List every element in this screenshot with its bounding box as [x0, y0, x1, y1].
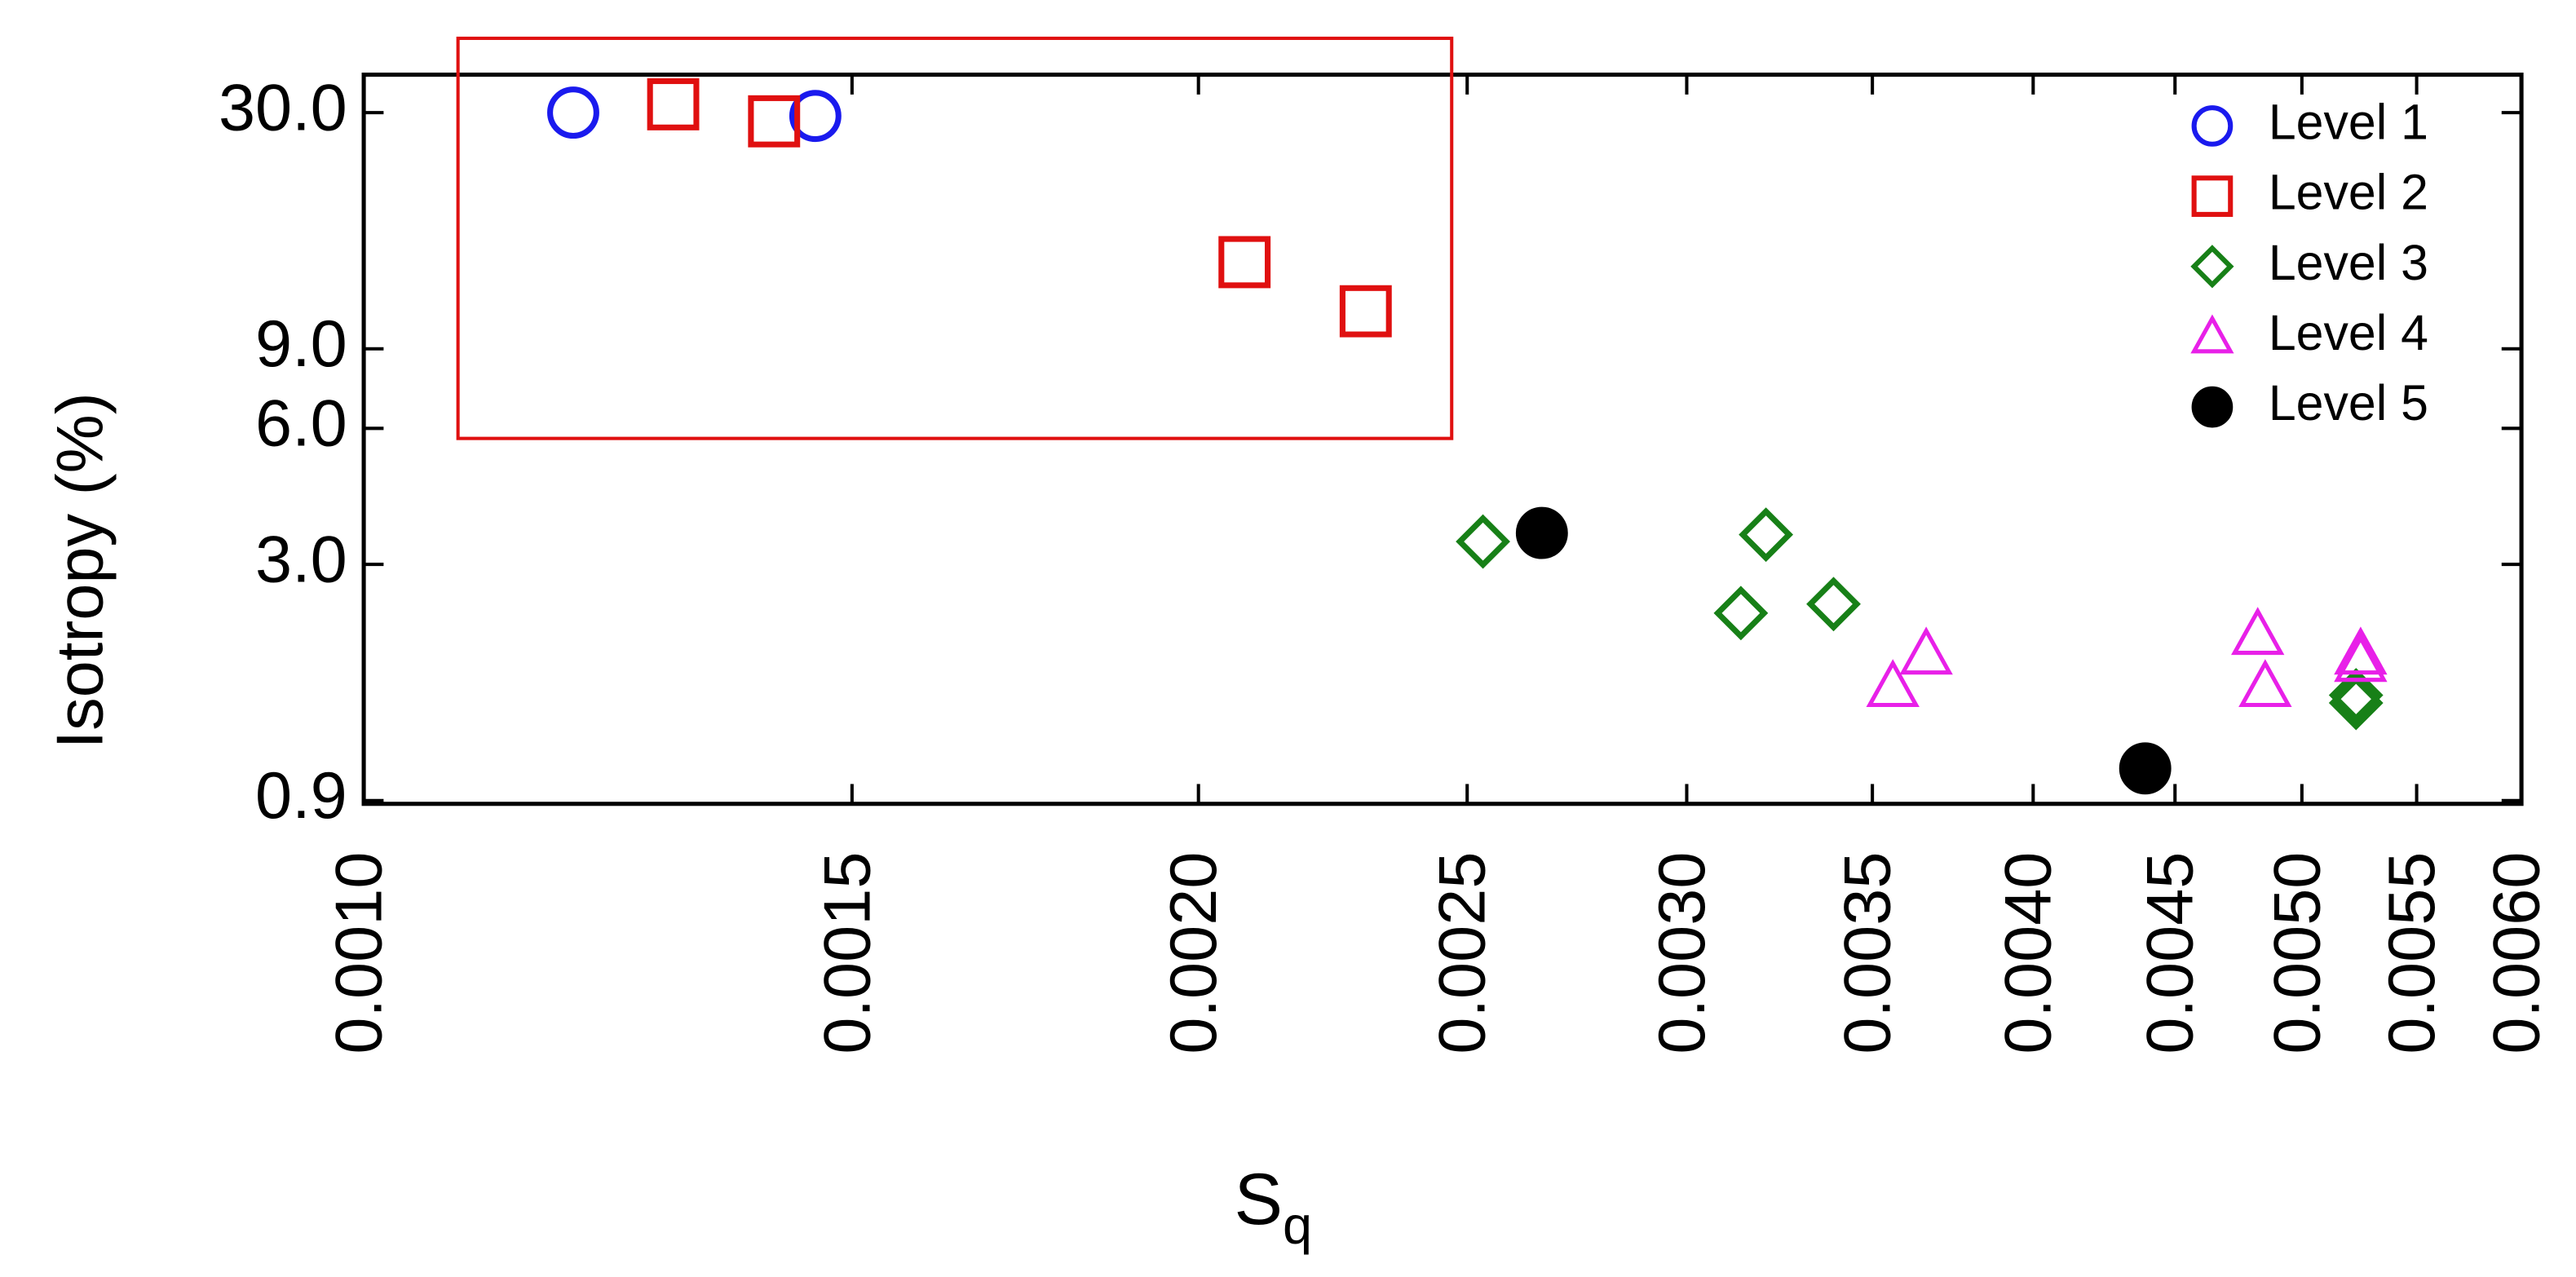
x-tick-label: 0.0020 [1157, 852, 1231, 1054]
legend-label: Level 1 [2269, 95, 2428, 150]
x-tick-label: 0.0030 [1646, 852, 1719, 1054]
legend-label: Level 3 [2269, 235, 2428, 290]
marker-diamond [1739, 507, 1794, 563]
marker-circle [547, 86, 599, 139]
y-axis-label: Isotropy (%) [44, 392, 117, 749]
x-tick-label: 0.0010 [322, 852, 395, 1054]
marker-triangle [2334, 634, 2388, 683]
marker-triangle [2238, 659, 2292, 708]
marker-diamond [1713, 585, 1769, 641]
y-tick-label: 30.0 [219, 72, 347, 145]
plot-frame [361, 73, 2524, 806]
marker-triangle [1899, 626, 1953, 675]
highlight-box [456, 36, 1454, 440]
marker-square [647, 77, 700, 130]
marker-triangle [2231, 607, 2285, 656]
marker-diamond [2190, 245, 2234, 289]
marker-square [748, 95, 801, 148]
marker-diamond [1806, 577, 1861, 632]
y-tick-label: 0.9 [255, 759, 347, 833]
marker-square [1218, 236, 1271, 289]
x-tick-label: 0.0060 [2481, 852, 2554, 1054]
marker-triangle [2334, 626, 2388, 675]
marker-triangle [1866, 659, 1920, 708]
y-tick-label: 6.0 [255, 387, 347, 461]
x-tick-label: 0.0035 [1831, 852, 1905, 1054]
x-tick-label: 0.0050 [2260, 852, 2334, 1054]
marker-square [1339, 285, 1392, 338]
x-tick-label: 0.0045 [2134, 852, 2207, 1054]
x-tick-label: 0.0025 [1426, 852, 1500, 1054]
marker-diamond [2328, 668, 2384, 722]
y-tick-label: 9.0 [255, 307, 347, 381]
marker-dot [1515, 506, 1568, 559]
legend-label: Level 4 [2269, 305, 2428, 360]
x-tick-label: 0.0040 [1992, 852, 2066, 1054]
x-axis-label-main: S [1234, 1158, 1283, 1239]
marker-dot [2119, 742, 2172, 795]
marker-circle [789, 90, 842, 143]
marker-circle [2191, 105, 2234, 147]
marker-triangle [2190, 314, 2234, 354]
legend-label: Level 2 [2269, 165, 2428, 220]
x-axis-label: Sq [1234, 1158, 1312, 1255]
marker-dot [2191, 386, 2234, 428]
marker-square [2191, 175, 2234, 217]
x-tick-label: 0.0015 [811, 852, 884, 1054]
x-tick-label: 0.0055 [2375, 852, 2449, 1054]
legend-label: Level 5 [2269, 375, 2428, 431]
y-tick-label: 3.0 [255, 523, 347, 596]
marker-diamond [1456, 514, 1510, 569]
x-axis-label-sub: q [1283, 1195, 1312, 1255]
marker-diamond [2328, 675, 2384, 731]
